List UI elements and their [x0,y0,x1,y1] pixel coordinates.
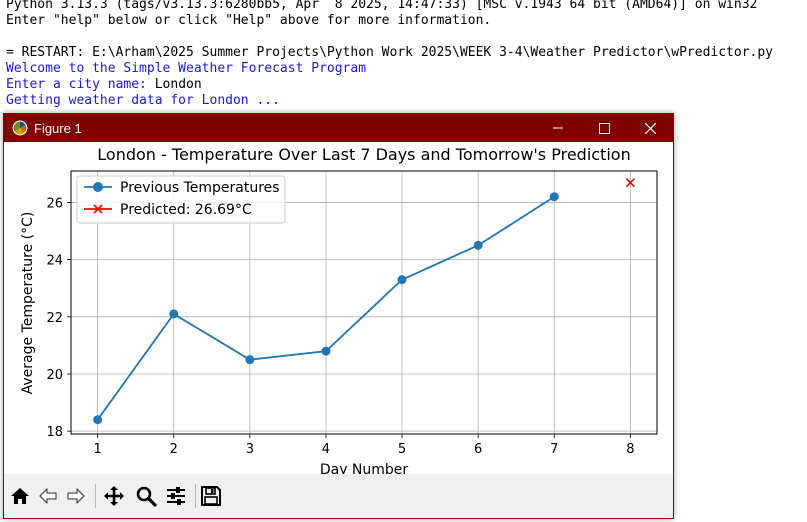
forward-arrow-icon [67,488,85,504]
pan-button[interactable] [103,485,125,507]
legend-marker-predicted [93,204,103,214]
configure-subplots-button[interactable] [165,485,187,507]
close-icon [644,122,656,134]
figure-titlebar[interactable]: Figure 1 [4,114,673,142]
toolbar-separator [195,484,196,508]
shell-input-prompt: Enter a city name: [6,77,155,92]
shell-welcome-line: Welcome to the Simple Weather Forecast P… [6,61,367,76]
maximize-icon [598,122,610,134]
legend-label-previous: Previous Temperatures [120,180,280,196]
save-icon [201,486,221,506]
back-button[interactable] [37,485,59,507]
x-tick-label: 6 [474,442,482,457]
previous-temperature-point [93,415,103,425]
y-tick-label: 26 [46,196,63,211]
temperature-chart[interactable]: 1 2 3 4 5 6 7 8 18 20 22 24 26 London - Temperature … [4,142,673,478]
matplotlib-logo-icon [12,120,28,136]
y-tick-label: 18 [46,425,63,440]
x-tick-label: 4 [322,442,330,457]
pan-icon [104,486,124,506]
predicted-temperature-point [625,178,635,188]
shell-input-line: Enter a city name: London [6,77,202,93]
x-tick-label: 2 [170,442,178,457]
x-tick-label: 3 [246,442,254,457]
previous-temperature-point [321,346,331,356]
forward-button[interactable] [65,485,87,507]
shell-help-line: Enter "help" below or click "Help" above… [6,13,492,28]
back-arrow-icon [39,488,57,504]
minimize-button[interactable] [535,114,581,142]
figure-window[interactable]: Figure 1 1 2 3 4 5 6 7 8 18 20 22 24 26 London - Tem… [3,113,674,519]
previous-temperature-point [245,355,255,365]
y-tick-label: 20 [46,368,63,383]
home-icon [11,488,29,504]
close-button[interactable] [627,114,673,142]
x-tick-label: 8 [626,442,634,457]
navigation-toolbar [4,474,673,518]
maximize-button[interactable] [581,114,627,142]
previous-temperature-point [549,192,559,202]
home-button[interactable] [9,485,31,507]
chart-title: London - Temperature Over Last 7 Days an… [97,145,630,164]
x-tick-label: 7 [550,442,558,457]
plot-axes-frame [70,170,658,435]
y-tick-label: 24 [46,254,63,269]
x-tick-label: 1 [93,442,101,457]
shell-restart-line: = RESTART: E:\Arham\2025 Summer Projects… [6,45,774,60]
zoom-button[interactable] [135,485,157,507]
chart-legend: Previous Temperatures Predicted: 26.69°C [76,175,286,224]
previous-temperature-point [397,275,407,285]
y-axis-label: Average Temperature (°C) [20,212,36,395]
shell-input-value: London [154,77,202,92]
x-tick-label: 5 [398,442,406,457]
plot-canvas[interactable]: 1 2 3 4 5 6 7 8 18 20 22 24 26 London - Temperature … [4,142,673,478]
legend-box [76,175,286,224]
save-button[interactable] [200,485,222,507]
y-tick-label: 22 [46,311,63,326]
legend-label-predicted: Predicted: 26.69°C [120,202,252,218]
previous-temperature-point [169,309,179,319]
legend-marker-previous [93,182,103,192]
shell-version-line: Python 3.13.3 (tags/v3.13.3:6280bb5, Apr… [6,0,758,12]
x-axis-label: Day Number [320,462,409,474]
zoom-icon [136,486,157,507]
toolbar-separator [95,484,96,508]
previous-temperature-point [473,240,483,250]
minimize-icon [553,127,563,129]
shell-status-line: Getting weather data for London ... [6,93,280,108]
figure-title: Figure 1 [34,121,82,136]
configure-subplots-icon [167,487,185,505]
